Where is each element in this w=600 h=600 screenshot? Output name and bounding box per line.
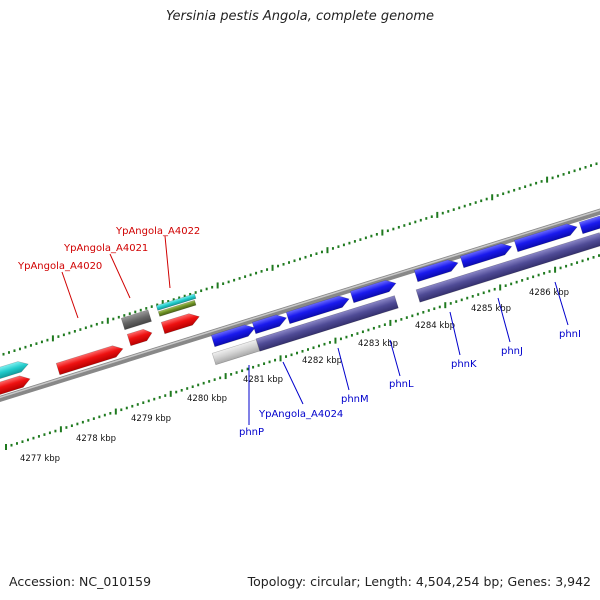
gene-purple-feature [255,295,399,352]
scale-label: 4284 kbp [415,321,455,331]
gene-label-phnk: phnK [451,359,477,370]
scale-label: 4281 kbp [243,375,283,385]
gene-label-phni: phnI [559,329,581,340]
gene-label-ypangola-a4020: YpAngola_A4020 [17,261,102,272]
gene-red-feature [126,328,153,347]
scale-label: 4282 kbp [302,356,342,366]
gene-label-ypangola-a4024: YpAngola_A4024 [258,409,343,420]
scale-label: 4279 kbp [131,414,171,424]
gene-red-feature [160,313,200,335]
lower-gene-labels: phnP YpAngola_A4024 phnM phnL phnK phnJ … [239,281,581,438]
gene-phnj-feature [459,243,513,269]
gene-lightgray-feature [211,339,261,366]
scale-label: 4286 kbp [529,288,569,298]
gene-label-phnl: phnL [389,379,414,390]
gene-features [0,215,600,399]
gene-label-phnp: phnP [239,427,264,438]
scale-label: 4280 kbp [187,394,227,404]
scale-ticks [2,162,600,450]
gene-label-phnm: phnM [341,394,369,405]
genome-summary-text: Topology: circular; Length: 4,504,254 bp… [247,574,591,589]
gene-label-ypangola-a4022: YpAngola_A4022 [115,226,200,237]
gene-purple-feature [415,232,600,303]
gene-label-ypangola-a4021: YpAngola_A4021 [63,243,148,254]
gene-cyan-feature [155,293,197,311]
gene-red-feature [55,345,124,376]
scale-label: 4278 kbp [76,434,116,444]
gene-phni-feature [513,223,578,253]
gene-a4024-feature [251,314,287,335]
map-title: Yersinia pestis Angola, complete genome [166,9,434,24]
gene-phnk-feature [413,259,459,283]
gene-label-phnj: phnJ [501,346,523,357]
backbone [0,208,600,403]
scale-label: 4285 kbp [471,304,511,314]
gene-phnp-feature [210,324,256,348]
gene-olive-feature [157,299,197,317]
scale-labels: 4277 kbp 4278 kbp 4279 kbp 4280 kbp 4281… [20,288,569,464]
upper-gene-labels: YpAngola_A4020 YpAngola_A4021 YpAngola_A… [17,226,200,319]
gene-red-feature [0,375,31,399]
gene-cyan-feature [0,361,29,382]
gene-phnm-feature [285,295,350,325]
scale-label: 4283 kbp [358,339,398,349]
gene-gray-feature [120,309,152,331]
scale-label: 4277 kbp [20,454,60,464]
accession-text: Accession: NC_010159 [9,574,152,589]
gene-phnl-feature [349,279,397,304]
gene-blue-feature [578,215,600,235]
